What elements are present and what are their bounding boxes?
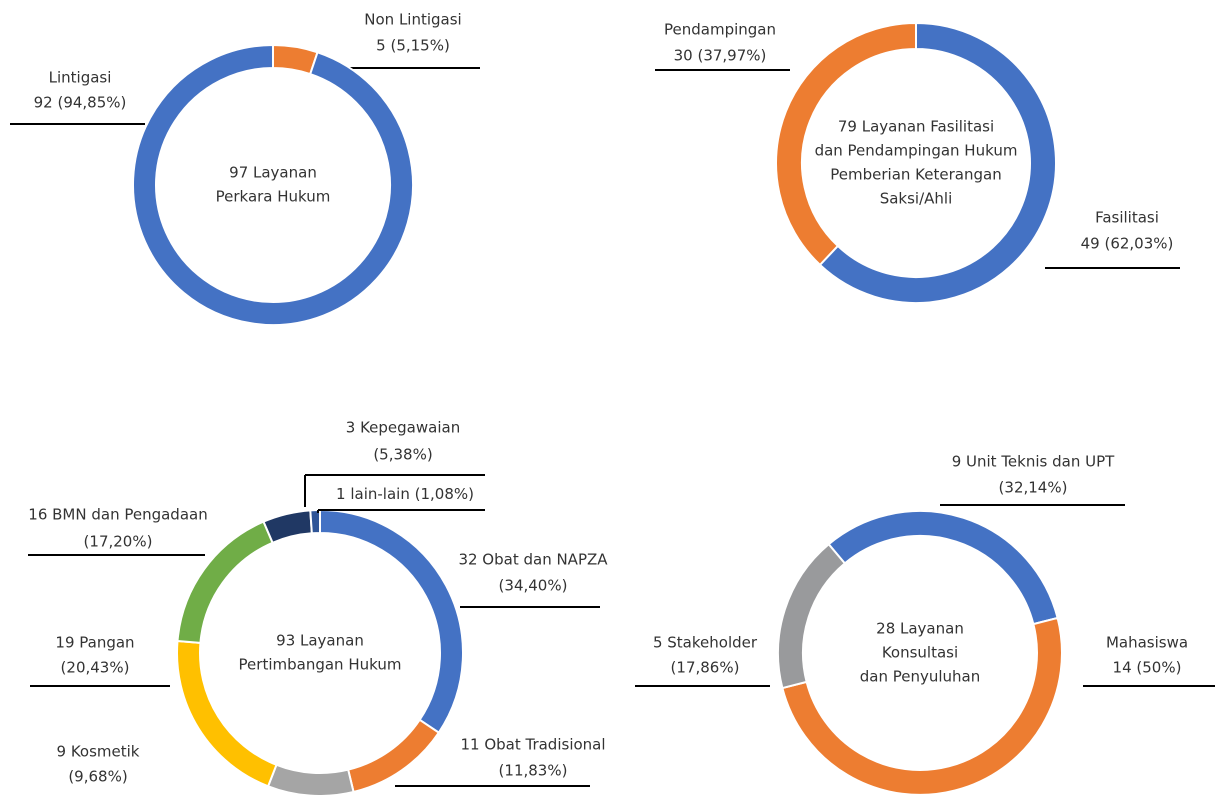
- donut-slice: [775, 21, 917, 267]
- category-label: Non Lintigasi: [364, 11, 461, 29]
- value-label: 5 (5,15%): [376, 37, 450, 55]
- center-label: 28 Layanan: [876, 620, 964, 638]
- value-label: (34,40%): [499, 577, 568, 595]
- category-label: Fasilitasi: [1095, 209, 1159, 227]
- donut-slice: [132, 43, 414, 326]
- donut-slice: [827, 510, 1059, 626]
- donut-slice: [176, 520, 274, 644]
- center-label: Saksi/Ahli: [880, 190, 953, 208]
- value-label: (1,08%): [415, 485, 474, 503]
- donut-slice: [262, 509, 313, 545]
- category-label: 5 Stakeholder: [653, 634, 758, 652]
- center-label: 79 Layanan Fasilitasi: [838, 118, 994, 136]
- value-label: 49 (62,03%): [1081, 235, 1174, 253]
- category-label: 16 BMN dan Pengadaan: [28, 506, 207, 524]
- value-label: (5,38%): [373, 446, 432, 464]
- donut-slice: [309, 508, 321, 535]
- center-label: 93 Layanan: [276, 632, 364, 650]
- value-label: (20,43%): [61, 659, 130, 677]
- donut-slice: [777, 542, 847, 690]
- category-label: Mahasiswa: [1106, 634, 1188, 652]
- donut-slice: [319, 508, 464, 735]
- center-label: 97 Layanan: [229, 164, 317, 182]
- category-label: 32 Obat dan NAPZA: [458, 551, 608, 569]
- center-label: Pertimbangan Hukum: [239, 656, 402, 674]
- category-label: Pendampingan: [664, 21, 776, 39]
- center-label: Pemberian Keterangan: [830, 166, 1001, 184]
- center-label: Perkara Hukum: [216, 188, 331, 206]
- category-label: Lintigasi: [49, 69, 112, 87]
- category-label: 19 Pangan: [55, 634, 134, 652]
- donut-slice: [818, 21, 1057, 304]
- value-label: 92 (94,85%): [34, 94, 127, 112]
- value-label: (11,83%): [499, 762, 568, 780]
- category-label: 9 Unit Teknis dan UPT: [952, 453, 1115, 471]
- center-label: dan Penyuluhan: [860, 668, 981, 686]
- donut-slice: [346, 718, 441, 794]
- category-label: 3 Kepegawaian: [346, 419, 460, 437]
- center-label: dan Pendampingan Hukum: [815, 142, 1018, 160]
- value-label: (17,20%): [84, 533, 153, 551]
- category-label: 1 lain-lain: [336, 485, 410, 503]
- value-label: (17,86%): [671, 659, 740, 677]
- value-label: 14 (50%): [1113, 659, 1182, 677]
- donut-slice: [266, 763, 355, 797]
- slice-label: 1 lain-lain (1,08%): [336, 485, 474, 503]
- center-label: Konsultasi: [882, 644, 958, 662]
- value-label: (32,14%): [999, 479, 1068, 497]
- value-label: (9,68%): [68, 768, 127, 786]
- value-label: 30 (37,97%): [674, 47, 767, 65]
- category-label: 9 Kosmetik: [57, 743, 140, 761]
- category-label: 11 Obat Tradisional: [460, 736, 605, 754]
